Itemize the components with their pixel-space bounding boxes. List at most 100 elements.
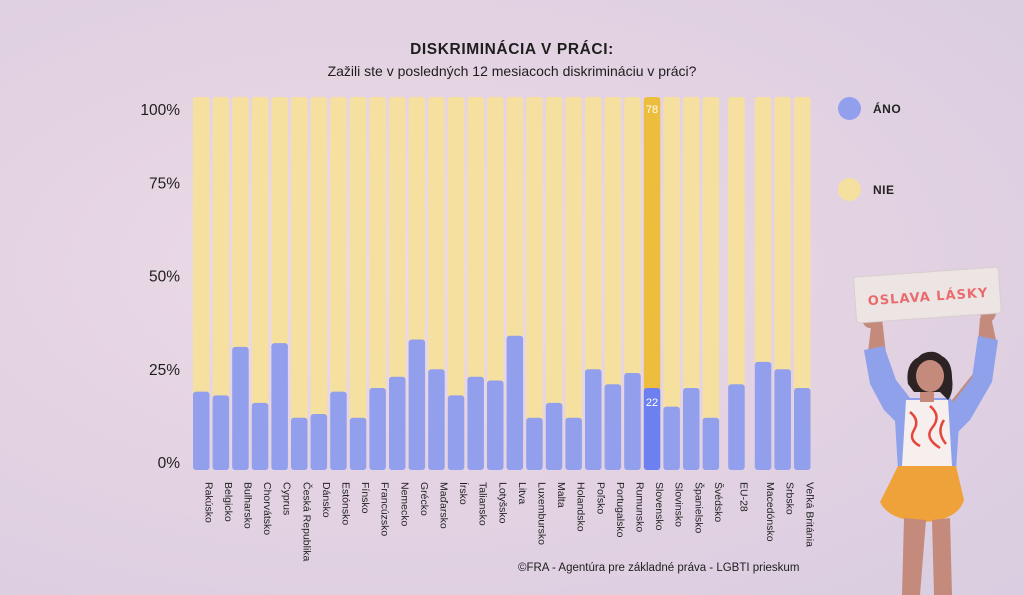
category-label-29: Srbsko — [784, 482, 796, 515]
bar-nie-20 — [585, 97, 602, 374]
bar-ano-30 — [794, 387, 811, 470]
legend-ano-label: ÁNO — [873, 101, 902, 116]
bar-nie-18 — [545, 97, 563, 407]
bar-ano-22 — [624, 373, 641, 470]
category-label-22: Rumunsko — [633, 482, 645, 532]
bar-nie-30 — [794, 97, 811, 392]
bar-nie-12 — [428, 97, 445, 374]
bar-ano-14 — [467, 376, 484, 470]
bar-ano-16 — [506, 335, 524, 470]
bar-ano-20 — [585, 369, 602, 470]
bar-nie-23 — [643, 97, 661, 392]
category-label-9: Francúzsko — [379, 482, 391, 536]
legend-ano-swatch — [838, 97, 861, 120]
shirt — [902, 400, 952, 466]
bar-nie-16 — [506, 97, 524, 340]
highlight-label-ano: 22 — [646, 397, 658, 409]
category-label-2: Bulharsko — [241, 482, 253, 529]
category-label-4: Cyprus — [281, 482, 293, 515]
bar-ano-12 — [428, 369, 445, 470]
category-label-10: Nemecko — [398, 482, 410, 527]
bar-nie-7 — [330, 97, 347, 396]
category-label-27: EU-28 — [737, 482, 749, 512]
bar-nie-10 — [389, 97, 406, 381]
bar-nie-24 — [663, 97, 680, 411]
highlight-label-nie: 78 — [646, 104, 658, 116]
bar-ano-26 — [702, 417, 720, 470]
bar-nie-19 — [565, 97, 582, 422]
bar-ano-5 — [291, 417, 308, 470]
y-tick-label-25: 25% — [149, 362, 180, 379]
source-credit: ©FRA - Agentúra pre základné práva - LGB… — [518, 562, 800, 574]
category-label-23: Slovensko — [653, 482, 665, 531]
bar-nie-26 — [702, 97, 720, 422]
category-label-26: Švédsko — [712, 482, 725, 522]
bar-ano-19 — [565, 417, 582, 470]
skirt — [880, 466, 964, 522]
bar-ano-11 — [408, 339, 426, 470]
category-label-25: Španielsko — [692, 482, 705, 534]
bar-ano-1 — [212, 395, 230, 470]
y-tick-label-100: 100% — [140, 102, 180, 119]
category-label-3: Chorvátsko — [261, 482, 273, 535]
y-tick-label-75: 75% — [149, 175, 180, 192]
bar-ano-4 — [271, 343, 288, 470]
category-label-28: Macedónsko — [764, 482, 776, 542]
bar-nie-6 — [310, 97, 328, 419]
bar-nie-8 — [349, 97, 367, 422]
chart-title: DISKRIMINÁCIA V PRÁCI: — [410, 41, 614, 58]
category-label-6: Dánsko — [320, 482, 332, 518]
bar-ano-17 — [526, 417, 543, 470]
category-label-1: Belgicko — [222, 482, 234, 522]
bar-nie-9 — [369, 97, 386, 392]
category-label-14: Taliansko — [477, 482, 489, 526]
bar-nie-27 — [728, 97, 745, 389]
category-label-12: Maďarsko — [437, 482, 449, 529]
category-label-19: Holandsko — [575, 482, 587, 532]
bar-ano-6 — [310, 414, 328, 470]
category-label-8: Fínsko — [359, 482, 371, 514]
bar-ano-10 — [389, 376, 406, 470]
hair-fringe — [914, 351, 946, 368]
bar-nie-21 — [604, 97, 622, 389]
y-tick-label-50: 50% — [149, 269, 180, 286]
chart-subtitle: Zažili ste v posledných 12 mesiacoch dis… — [327, 63, 697, 79]
bar-nie-5 — [291, 97, 308, 422]
category-label-0: Rakúsko — [202, 482, 214, 523]
bar-nie-25 — [683, 97, 700, 392]
category-label-7: Estónsko — [339, 482, 351, 525]
bar-ano-24 — [663, 406, 680, 470]
bar-nie-4 — [271, 97, 288, 348]
right-sleeve — [950, 336, 998, 440]
category-label-21: Portugalsko — [614, 482, 626, 538]
category-label-16: Litva — [516, 482, 528, 504]
bar-nie-13 — [447, 97, 465, 400]
bar-ano-13 — [447, 395, 465, 470]
category-label-18: Malta — [555, 482, 567, 508]
legs — [902, 518, 952, 595]
y-tick-label-0: 0% — [158, 455, 181, 472]
bar-nie-29 — [774, 97, 791, 374]
bar-nie-11 — [408, 97, 426, 344]
category-label-13: Írsko — [457, 482, 470, 505]
bar-nie-0 — [193, 97, 210, 396]
bar-ano-8 — [349, 417, 367, 470]
bar-ano-23 — [643, 387, 661, 470]
legend-nie-label: NIE — [873, 182, 895, 197]
category-label-5: Česká Republika — [300, 482, 313, 562]
category-label-20: Poľsko — [594, 482, 606, 514]
bar-nie-28 — [754, 97, 772, 366]
bar-nie-2 — [232, 97, 249, 351]
bar-ano-25 — [683, 387, 700, 470]
legend-ano: ÁNO — [838, 97, 901, 120]
shirt-pattern — [909, 405, 947, 450]
legend-nie: NIE — [838, 178, 895, 201]
face — [916, 360, 944, 392]
bar-ano-7 — [330, 391, 347, 470]
bar-nie-17 — [526, 97, 543, 422]
bar-nie-14 — [467, 97, 484, 381]
bar-ano-28 — [754, 361, 772, 470]
bar-ano-9 — [369, 387, 386, 470]
